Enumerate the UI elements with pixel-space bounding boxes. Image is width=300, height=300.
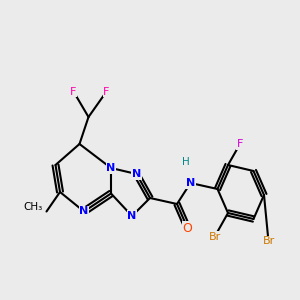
Text: N: N [106,163,116,173]
Text: CH₃: CH₃ [23,202,43,212]
Text: N: N [128,211,136,221]
Text: Br: Br [262,236,274,247]
Text: O: O [183,221,192,235]
Text: N: N [132,169,141,179]
Text: F: F [237,139,243,149]
Text: N: N [186,178,195,188]
Text: Br: Br [208,232,220,242]
Text: F: F [103,86,110,97]
Text: F: F [70,86,77,97]
Text: N: N [80,206,88,217]
Text: H: H [182,157,190,167]
